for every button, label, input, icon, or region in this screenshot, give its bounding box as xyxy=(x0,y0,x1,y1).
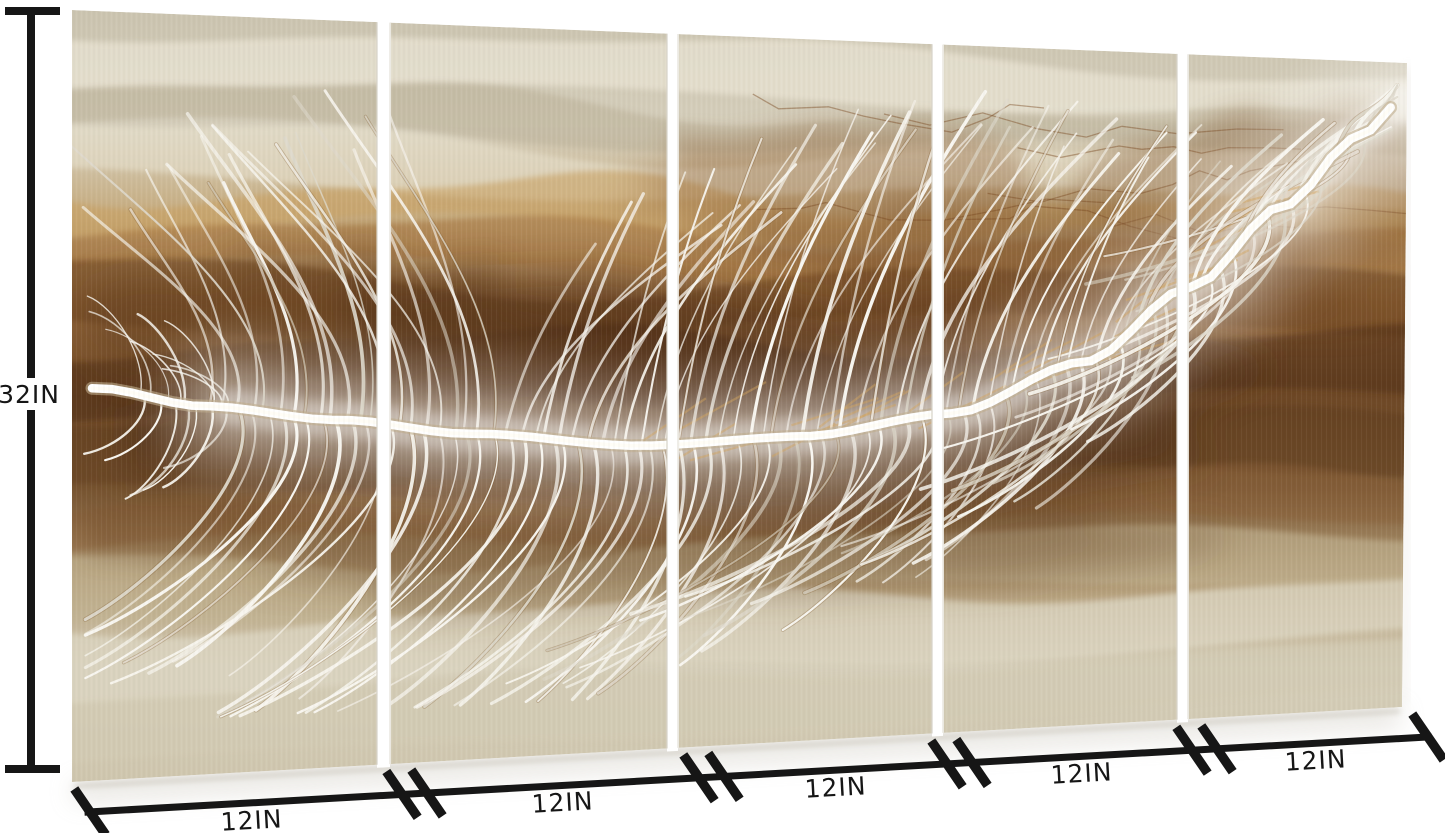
height-dimension-label: 32IN xyxy=(0,380,60,409)
panel-gap-layer xyxy=(376,20,1189,768)
panel3-width-label: 12IN xyxy=(804,771,867,803)
height-label-backdrop xyxy=(0,378,58,410)
panel1-width-label: 12IN xyxy=(220,804,283,833)
panel2-width-label: 12IN xyxy=(531,786,594,818)
width-dimension-line xyxy=(84,733,1432,816)
width-dimension-ticks xyxy=(70,711,1445,833)
feather-artwork xyxy=(72,10,1407,782)
panel5-width-label: 12IN xyxy=(1284,744,1347,776)
height-dimension: 32IN xyxy=(0,7,60,773)
panel4-width-label: 12IN xyxy=(1050,757,1113,789)
width-dimension: 12IN 12IN 12IN 12IN 12IN xyxy=(70,711,1445,833)
